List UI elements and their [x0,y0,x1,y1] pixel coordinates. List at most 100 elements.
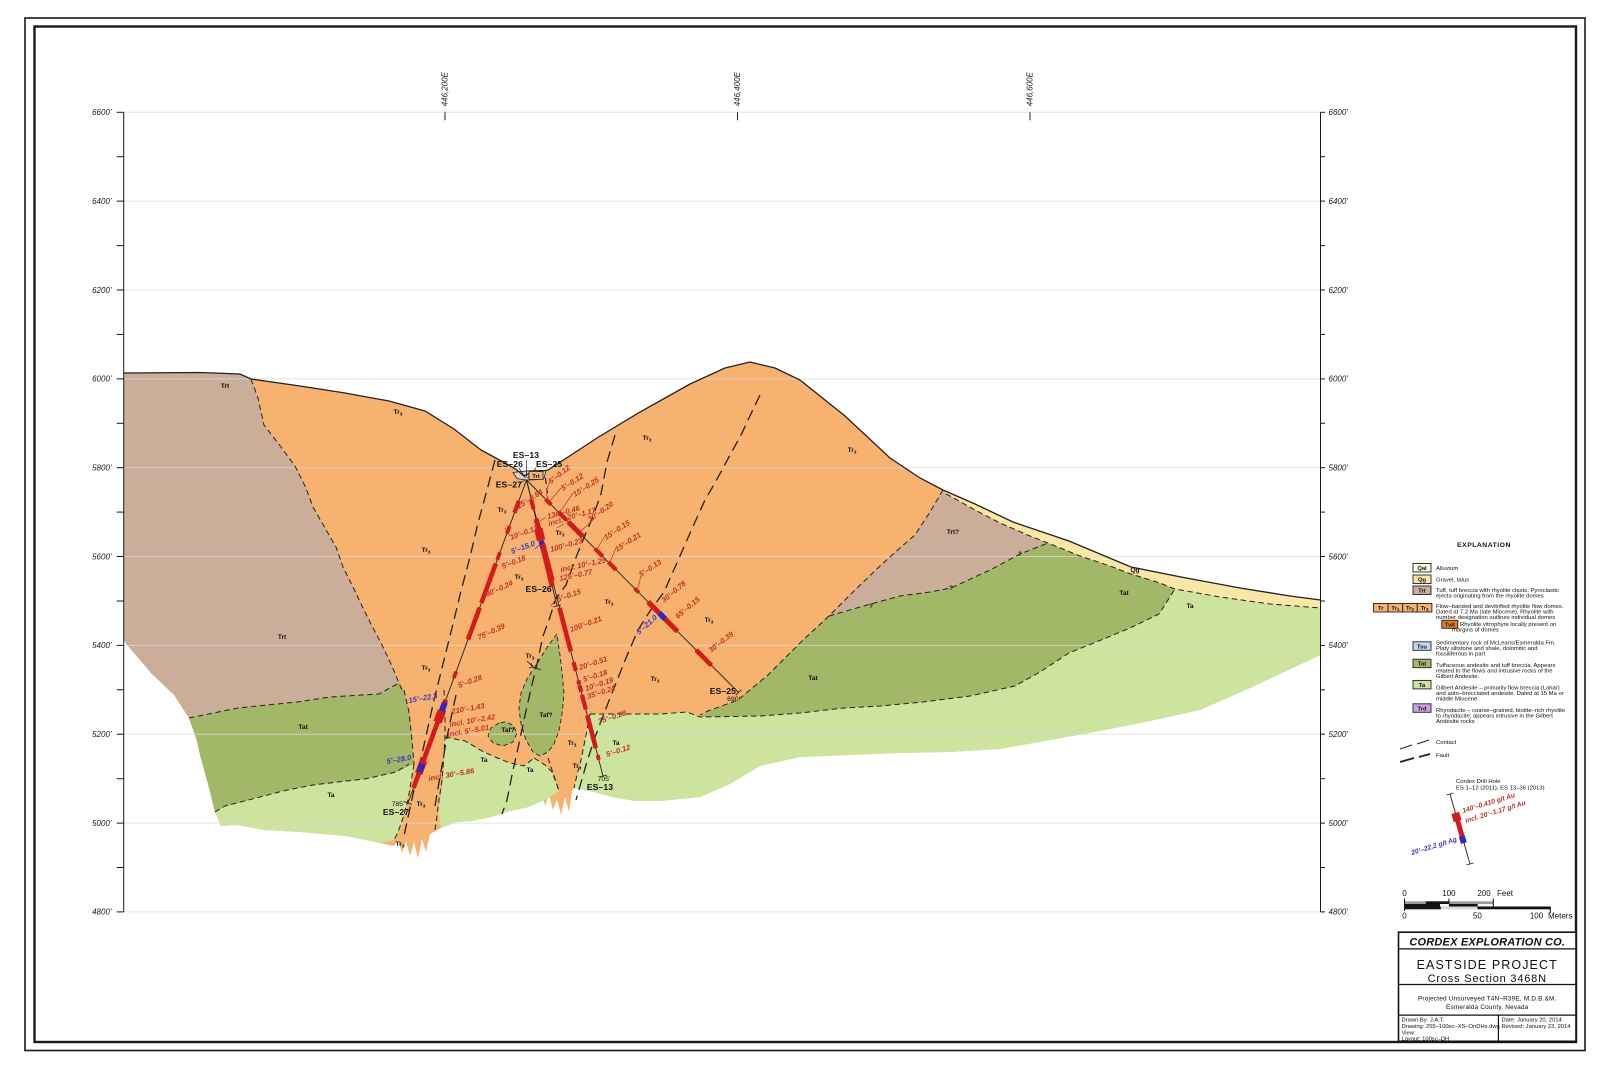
svg-text:ES–13: ES–13 [513,450,539,460]
svg-text:Tsu: Tsu [1417,644,1427,650]
svg-text:Tr3: Tr3 [651,676,660,685]
svg-text:Gilbert Andesite.: Gilbert Andesite. [1436,674,1480,680]
svg-text:0: 0 [1402,889,1407,898]
svg-text:Tr2: Tr2 [1406,606,1414,612]
svg-text:Ta: Ta [1419,683,1426,689]
svg-text:Trt?: Trt? [947,529,959,536]
svg-text:Taf?: Taf? [501,727,514,734]
svg-text:Tvit: Tvit [1445,622,1455,628]
svg-text:4800’: 4800’ [1329,908,1349,917]
svg-text:View:: View: [1402,1031,1416,1037]
svg-text:and auto–brecciated andesite.: and auto–brecciated andesite. Dated at 1… [1436,691,1564,697]
svg-text:Tr3: Tr3 [1421,606,1429,612]
svg-text:Tr3: Tr3 [396,841,405,850]
svg-text:6200’: 6200’ [1329,286,1349,295]
svg-text:5800’: 5800’ [1329,464,1349,473]
svg-text:6000’: 6000’ [1329,375,1349,384]
svg-text:Tr3: Tr3 [417,801,426,810]
svg-text:5400’: 5400’ [92,641,112,650]
svg-text:?: ? [1018,551,1022,558]
svg-text:5200’: 5200’ [92,730,112,739]
svg-text:Contact: Contact [1436,740,1457,746]
svg-text:Drawing: 255–100sc–XS–OnDHs.dw: Drawing: 255–100sc–XS–OnDHs.dwg [1402,1024,1500,1030]
svg-text:Cross Section 3468N: Cross Section 3468N [1428,973,1547,985]
svg-text:Tr3: Tr3 [848,447,857,456]
svg-text:Tr3: Tr3 [643,435,652,444]
svg-text:Sedimentary rock of McLeans/Es: Sedimentary rock of McLeans/Esmeralda Fm… [1436,641,1556,647]
svg-text:Revised: January 23, 2014: Revised: January 23, 2014 [1502,1024,1572,1030]
svg-text:incl.: incl. [547,515,564,528]
svg-text:100: 100 [1442,889,1456,898]
svg-text:5600’: 5600’ [1329,552,1349,561]
svg-text:200: 200 [1477,889,1491,898]
svg-text:Date: January 20, 2014: Date: January 20, 2014 [1502,1018,1563,1024]
svg-text:Tuff, tuff breccia with rhyoli: Tuff, tuff breccia with rhyolite clasts.… [1436,588,1559,594]
svg-text:Qg: Qg [1130,567,1139,574]
svg-text:?: ? [869,603,873,610]
svg-text:5600’: 5600’ [92,552,112,561]
svg-text:?: ? [949,585,953,592]
svg-text:5000’: 5000’ [92,819,112,828]
svg-text:Trt: Trt [532,474,539,480]
svg-text:6600’: 6600’ [92,108,112,117]
svg-text:100: 100 [1530,911,1544,920]
svg-text:Tat: Tat [1418,662,1426,668]
svg-text:50: 50 [1473,911,1482,920]
svg-text:Rhyolite vitrophyre locally pr: Rhyolite vitrophyre locally present on [1460,622,1556,628]
svg-text:Taf?: Taf? [539,712,552,719]
svg-text:Projected Unsurveyed T4N–R39E,: Projected Unsurveyed T4N–R39E, M.D.B.&M. [1418,996,1557,1003]
svg-text:Tr3: Tr3 [498,507,507,516]
svg-text:Tr3: Tr3 [705,617,714,626]
svg-text:number designation outlines in: number designation outlines individual d… [1436,615,1555,621]
svg-text:CORDEX EXPLORATION CO.: CORDEX EXPLORATION CO. [1409,937,1565,949]
svg-text:Meters: Meters [1548,911,1572,920]
svg-text:ES–25: ES–25 [536,459,562,469]
svg-text:Drawn By: J.A.T.: Drawn By: J.A.T. [1402,1018,1445,1024]
svg-text:0: 0 [1402,911,1407,920]
svg-text:705’: 705’ [598,776,611,783]
svg-text:Qg: Qg [1418,578,1427,584]
svg-text:6600’: 6600’ [1329,108,1349,117]
svg-text:5000’: 5000’ [1329,819,1349,828]
svg-text:ES–27: ES–27 [383,807,409,817]
svg-text:690’: 690’ [727,696,740,703]
svg-text:Dated at 7.2 Ma (late Miocene): Dated at 7.2 Ma (late Miocene). Rhyolite… [1436,610,1554,616]
svg-text:Esmeralda County, Nevada: Esmeralda County, Nevada [1446,1004,1529,1011]
svg-text:785’: 785’ [392,801,405,808]
svg-text:to rhyodacite; appears intrusi: to rhyodacite; appears intrusive in the … [1436,714,1553,720]
svg-text:ES 1–12 (2011), ES 13–36 (2013: ES 1–12 (2011), ES 13–36 (2013) [1456,786,1545,792]
svg-text:Cordex Drill Hole: Cordex Drill Hole [1456,779,1501,785]
svg-text:Tr1: Tr1 [1391,606,1399,612]
svg-text:ES–26: ES–26 [526,584,552,594]
svg-text:Tr3: Tr3 [568,740,577,749]
svg-text:446,400E: 446,400E [733,71,742,106]
svg-text:Tr3: Tr3 [573,763,582,772]
svg-text:Trt: Trt [278,634,287,641]
svg-text:Qal: Qal [1417,566,1427,572]
svg-text:Flow–banded and devitrified rh: Flow–banded and devitrified rhyolite flo… [1436,604,1564,610]
svg-text:Alluvium: Alluvium [1436,566,1458,572]
svg-text:4800’: 4800’ [92,908,112,917]
svg-text:Tat: Tat [1119,590,1129,597]
svg-text:fossiliferous in part: fossiliferous in part [1436,652,1485,658]
svg-text:Tat: Tat [298,724,308,731]
svg-text:Ta: Ta [480,757,487,764]
svg-text:Trd: Trd [1417,706,1426,712]
svg-text:5’–28.0: 5’–28.0 [386,753,413,766]
svg-text:Ta: Ta [327,792,334,799]
svg-text:ES–27: ES–27 [496,480,522,490]
svg-text:Andesite rocks: Andesite rocks [1436,719,1475,725]
svg-text:EASTSIDE PROJECT: EASTSIDE PROJECT [1417,958,1558,972]
svg-text:446,200E: 446,200E [441,71,450,106]
svg-text:Trt: Trt [1418,589,1425,595]
svg-text:related to the flows and intru: related to the flows and intrusive rocks… [1436,668,1553,674]
svg-text:Tr3: Tr3 [422,665,431,674]
svg-text:Gilbert Andesite – primarily f: Gilbert Andesite – primarily flow brecci… [1436,686,1560,692]
svg-text:Tr3: Tr3 [556,530,565,539]
svg-text:Tr3: Tr3 [515,574,524,583]
svg-text:Tr3: Tr3 [422,547,431,556]
svg-text:Tr: Tr [1378,606,1384,612]
svg-text:Gravel, talus: Gravel, talus [1436,578,1469,584]
svg-text:Tr3: Tr3 [394,409,403,418]
svg-text:Platy siltstone and shale, dol: Platy siltstone and shale, dolomitic and [1436,646,1538,652]
